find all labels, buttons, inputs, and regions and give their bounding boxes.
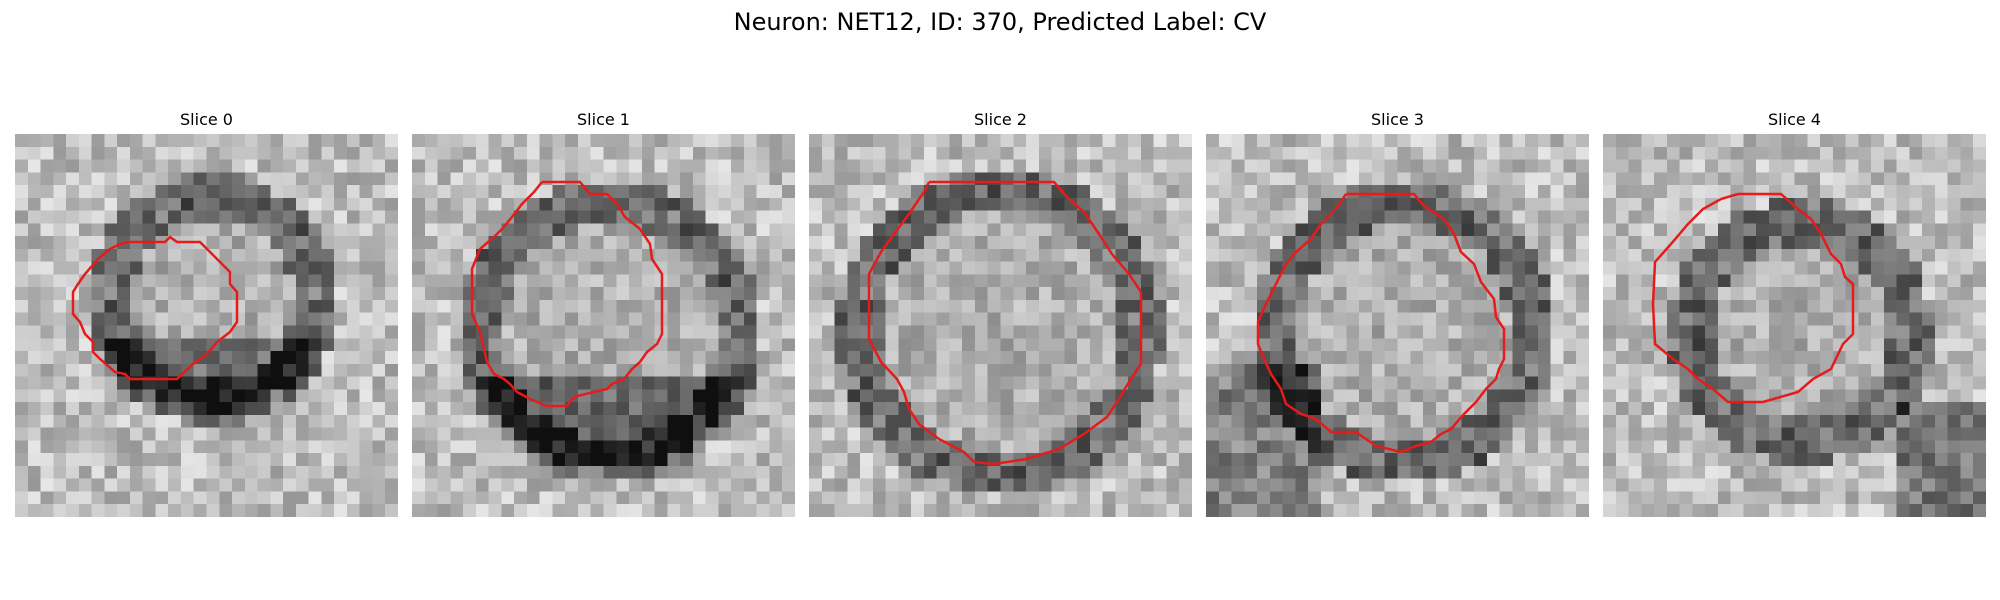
segmentation-contour xyxy=(1651,192,1855,404)
slice-panel-3: Slice 3 xyxy=(1206,108,1589,517)
segmentation-contour xyxy=(470,180,664,408)
contour-overlay xyxy=(71,235,239,381)
slice-panel-4: Slice 4 xyxy=(1603,108,1986,517)
slice-panel-0: Slice 0 xyxy=(15,108,398,517)
slice-title: Slice 3 xyxy=(1371,110,1424,129)
em-image xyxy=(1603,134,1986,517)
slice-image xyxy=(1206,134,1589,517)
slice-image xyxy=(412,134,795,517)
segmentation-contour xyxy=(1256,192,1506,454)
contour-overlay xyxy=(1651,192,1855,404)
slice-title: Slice 2 xyxy=(974,110,1027,129)
slice-image xyxy=(15,134,398,517)
slice-image xyxy=(809,134,1192,517)
contour-overlay xyxy=(1256,192,1506,454)
segmentation-contour xyxy=(867,180,1143,466)
segmentation-contour xyxy=(71,235,239,381)
em-image xyxy=(1206,134,1589,517)
slice-image xyxy=(1603,134,1986,517)
contour-overlay xyxy=(867,180,1143,466)
em-image xyxy=(15,134,398,517)
slice-panel-1: Slice 1 xyxy=(412,108,795,517)
slice-title: Slice 0 xyxy=(180,110,233,129)
contour-overlay xyxy=(470,180,664,408)
slice-title: Slice 4 xyxy=(1768,110,1821,129)
em-image xyxy=(809,134,1192,517)
figure-title: Neuron: NET12, ID: 370, Predicted Label:… xyxy=(733,8,1267,36)
slice-title: Slice 1 xyxy=(577,110,630,129)
slice-panel-2: Slice 2 xyxy=(809,108,1192,517)
